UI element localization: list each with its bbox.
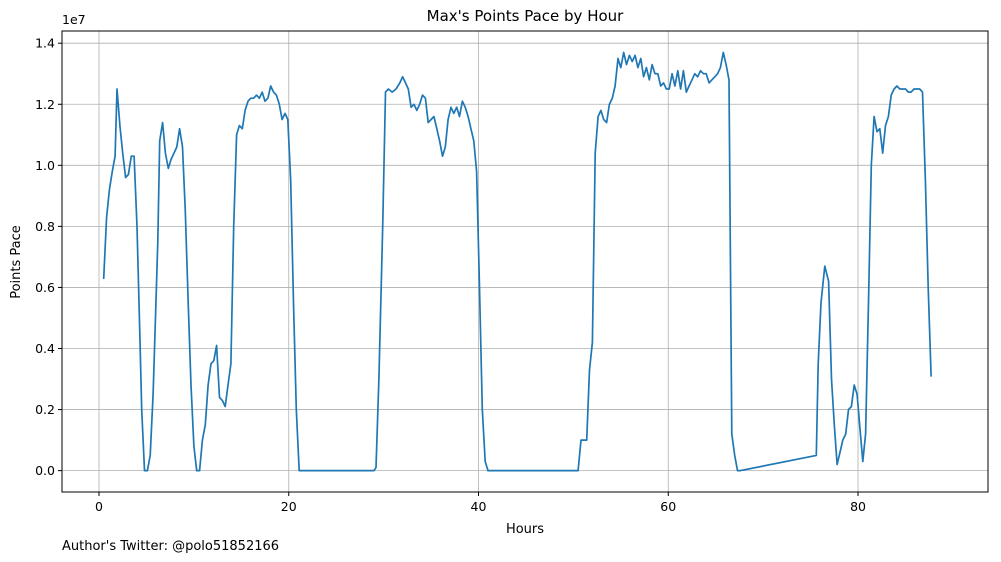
x-tick-label: 20 xyxy=(281,499,297,514)
y-axis-title: Points Pace xyxy=(9,225,24,299)
y-tick-label: 0.4 xyxy=(35,341,55,356)
x-tick-label: 0 xyxy=(95,499,103,514)
y-tick-label: 1.2 xyxy=(35,97,55,112)
grid-lines xyxy=(62,31,988,492)
y-tick-label: 1.4 xyxy=(35,36,55,51)
x-tick-label: 80 xyxy=(850,499,866,514)
axis-ticks: 0 20 40 60 80 0.0 0.2 0.4 0.6 0.8 1.0 1.2 1.4 xyxy=(35,36,866,514)
y-tick-label: 0.0 xyxy=(35,463,55,478)
chart-title: Max's Points Pace by Hour xyxy=(427,7,624,25)
series-line-points-pace xyxy=(102,51,932,472)
y-tick-label: 0.6 xyxy=(35,280,55,295)
plot-area-frame xyxy=(61,30,989,493)
y-tick-label: 0.8 xyxy=(35,219,55,234)
x-tick-label: 40 xyxy=(471,499,487,514)
x-tick-label: 60 xyxy=(660,499,676,514)
y-tick-label: 0.2 xyxy=(35,402,55,417)
footnote-author-twitter: Author's Twitter: @polo51852166 xyxy=(62,539,279,554)
y-scale-multiplier: 1e7 xyxy=(62,12,86,27)
x-axis-title: Hours xyxy=(506,522,544,537)
y-tick-label: 1.0 xyxy=(35,158,55,173)
